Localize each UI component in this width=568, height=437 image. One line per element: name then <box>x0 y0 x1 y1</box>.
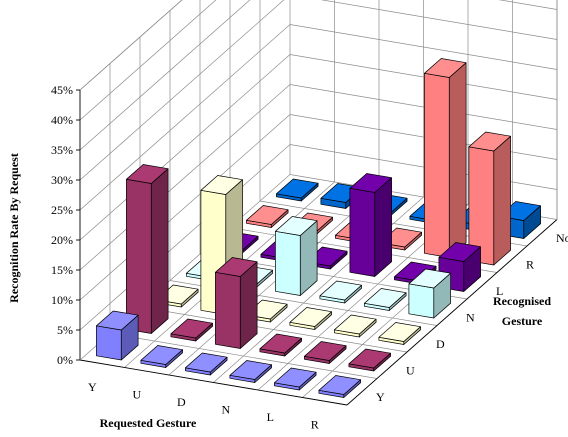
bar-N-D <box>289 307 332 330</box>
bar-N-N <box>319 280 362 304</box>
x-axis-title: Requested Gesture <box>100 416 197 430</box>
x-tick-label: R <box>311 417 319 431</box>
y-axis-title-line-2: Gesture <box>502 314 543 328</box>
y-tick-label: Not <box>556 231 568 245</box>
bar-Y-R <box>246 205 289 228</box>
y-tick-label: N <box>466 310 475 324</box>
bar-R-N <box>408 268 451 319</box>
y-axis-title-line-1: Recognised <box>493 294 551 308</box>
bar-D-N <box>275 216 318 296</box>
x-tick-label: N <box>221 402 230 416</box>
bar-R-R <box>468 131 511 266</box>
bar-U-U <box>170 318 213 342</box>
bar-Y-Not <box>276 178 319 202</box>
y-tick-label: U <box>406 363 415 377</box>
x-tick-label: U <box>132 387 141 401</box>
x-tick-labels: Y U D N L R <box>88 380 319 432</box>
z-tick-label: 15% <box>51 263 73 277</box>
x-tick-label: Y <box>88 380 97 394</box>
bar-L-N <box>364 288 407 311</box>
z-axis-title: Recognition Rate By Request <box>7 153 21 303</box>
z-tick-label: 40% <box>51 113 73 127</box>
bar-R-U <box>348 348 391 372</box>
bar-L-R <box>424 58 467 258</box>
bar-L-Y <box>274 367 317 391</box>
bar-R-Y <box>318 375 361 398</box>
bar-N-L <box>349 173 392 277</box>
chart-bars <box>96 58 541 398</box>
z-tick-label: 20% <box>51 233 73 247</box>
z-tick-label: 45% <box>51 83 73 97</box>
z-tick-label: 30% <box>51 173 73 187</box>
bar-N-Y <box>229 360 272 383</box>
y-tick-label: R <box>526 257 534 271</box>
bar-N-U <box>259 333 302 357</box>
z-tick-label: 5% <box>57 323 73 337</box>
bar-L-U <box>304 341 347 364</box>
bar-Y-Y <box>96 310 139 361</box>
bar-D-Y <box>185 352 228 376</box>
z-tick-label: 0% <box>57 353 73 367</box>
z-tick-label: 35% <box>51 143 73 157</box>
z-tick-labels: 0% 5% 10% 15% 20% 25% 30% 35% 40% 45% <box>51 83 80 367</box>
bar-D-U <box>215 257 258 349</box>
y-tick-label: L <box>496 284 503 298</box>
z-tick-label: 25% <box>51 203 73 217</box>
y-tick-label: D <box>436 337 445 351</box>
bar-Y-U <box>126 164 169 334</box>
bar-U-Y <box>140 345 183 368</box>
bar-R-D <box>378 322 421 345</box>
x-tick-label: L <box>267 410 274 424</box>
y-tick-label: Y <box>376 390 385 404</box>
z-tick-label: 10% <box>51 293 73 307</box>
bar-L-D <box>334 314 377 338</box>
x-tick-label: D <box>177 395 186 409</box>
y-tick-labels: Y U D N L R Not <box>376 231 568 404</box>
chart-walls <box>79 0 558 406</box>
